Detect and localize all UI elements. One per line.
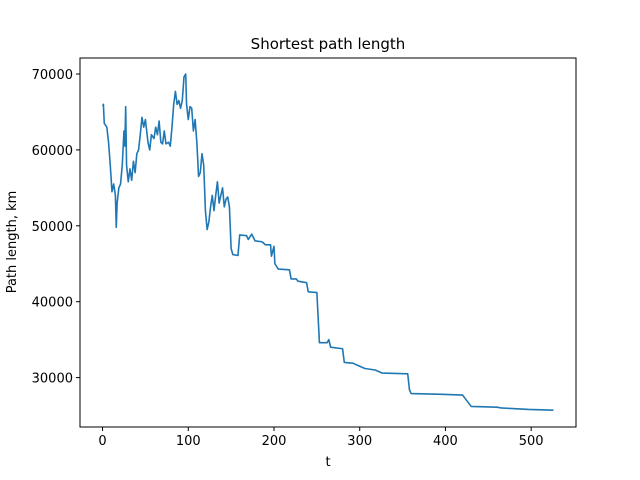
chart-title: Shortest path length [251,35,406,53]
x-tick-label: 200 [262,434,287,449]
x-tick-label: 300 [347,434,372,449]
x-tick-label: 500 [519,434,544,449]
x-tick-label: 400 [433,434,458,449]
y-axis-label: Path length, km [5,191,20,294]
x-tick-label: 100 [176,434,201,449]
y-tick-label: 30000 [32,372,73,387]
y-tick-label: 50000 [32,220,73,235]
plot-frame [79,57,577,428]
data-line [101,73,554,412]
x-tick-label: 0 [98,434,106,449]
y-tick-label: 70000 [32,68,73,83]
y-tick-label: 60000 [32,144,73,159]
y-tick-label: 40000 [32,296,73,311]
x-axis-label: t [325,455,330,470]
